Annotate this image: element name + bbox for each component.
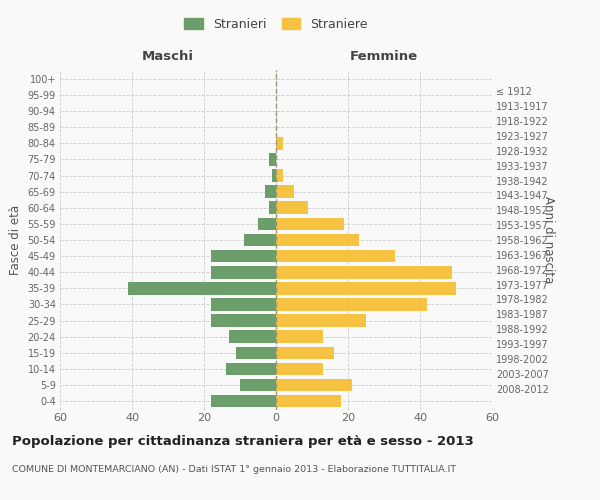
- Text: Popolazione per cittadinanza straniera per età e sesso - 2013: Popolazione per cittadinanza straniera p…: [12, 435, 474, 448]
- Bar: [258, 218, 276, 230]
- Bar: [265, 186, 276, 198]
- Text: Maschi: Maschi: [142, 50, 194, 62]
- Bar: [240, 378, 276, 392]
- Bar: [276, 330, 323, 343]
- Y-axis label: Fasce di età: Fasce di età: [9, 205, 22, 275]
- Bar: [211, 314, 276, 327]
- Bar: [276, 314, 366, 327]
- Bar: [276, 346, 334, 359]
- Bar: [269, 153, 276, 166]
- Bar: [211, 266, 276, 278]
- Bar: [276, 218, 344, 230]
- Bar: [269, 202, 276, 214]
- Bar: [211, 250, 276, 262]
- Bar: [276, 282, 456, 294]
- Bar: [276, 202, 308, 214]
- Bar: [226, 362, 276, 375]
- Bar: [236, 346, 276, 359]
- Bar: [276, 186, 294, 198]
- Bar: [244, 234, 276, 246]
- Bar: [276, 234, 359, 246]
- Bar: [276, 378, 352, 392]
- Bar: [128, 282, 276, 294]
- Bar: [276, 362, 323, 375]
- Bar: [276, 266, 452, 278]
- Bar: [276, 170, 283, 182]
- Y-axis label: Anni di nascita: Anni di nascita: [542, 196, 554, 284]
- Text: COMUNE DI MONTEMARCIANO (AN) - Dati ISTAT 1° gennaio 2013 - Elaborazione TUTTITA: COMUNE DI MONTEMARCIANO (AN) - Dati ISTA…: [12, 465, 456, 474]
- Bar: [211, 298, 276, 310]
- Bar: [211, 395, 276, 407]
- Bar: [276, 137, 283, 149]
- Bar: [272, 170, 276, 182]
- Bar: [229, 330, 276, 343]
- Text: Femmine: Femmine: [350, 50, 418, 62]
- Legend: Stranieri, Straniere: Stranieri, Straniere: [181, 14, 371, 34]
- Bar: [276, 250, 395, 262]
- Bar: [276, 395, 341, 407]
- Bar: [276, 298, 427, 310]
